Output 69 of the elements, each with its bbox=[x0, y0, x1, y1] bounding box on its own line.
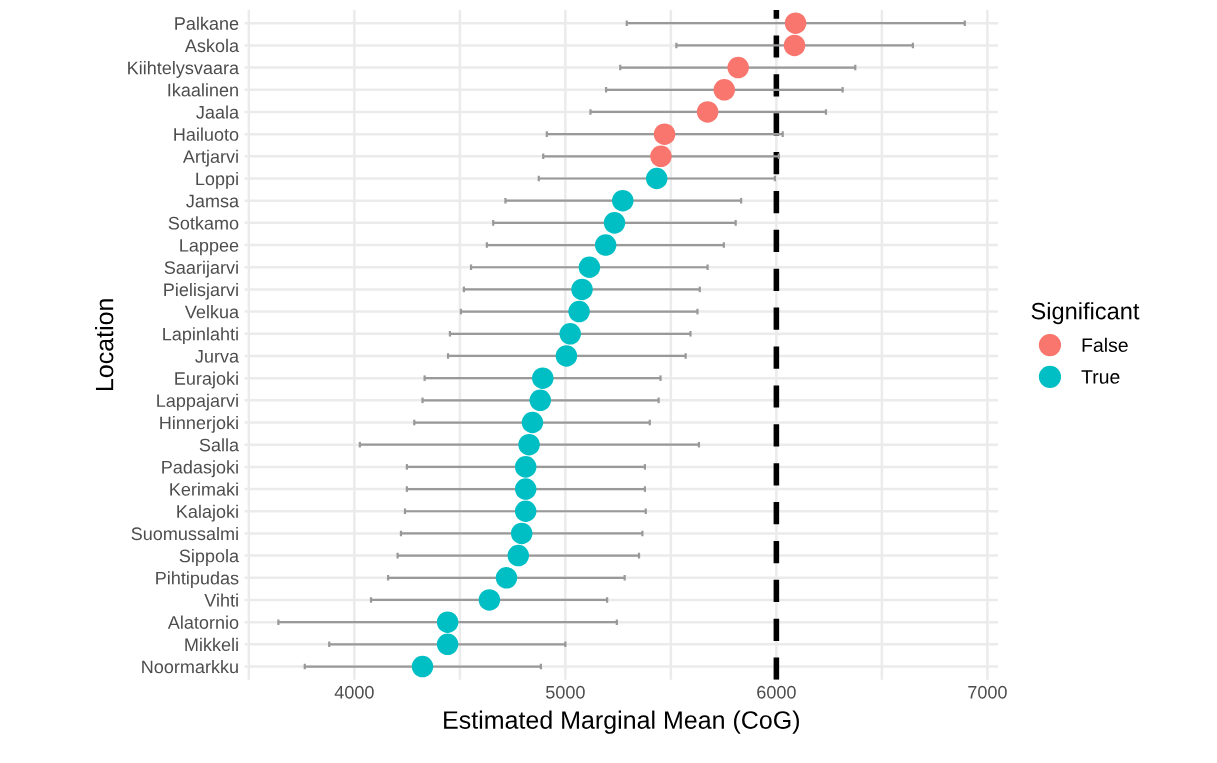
y-tick-label: Lappajarvi bbox=[157, 393, 238, 411]
point bbox=[411, 655, 434, 678]
y-tick-label: Lappee bbox=[180, 239, 239, 256]
point bbox=[507, 544, 530, 567]
point bbox=[532, 367, 554, 389]
y-tick-label: Alatornio bbox=[167, 615, 239, 629]
y-tick-label: Kiihtelysvaara bbox=[128, 61, 240, 78]
point bbox=[713, 79, 736, 101]
point bbox=[478, 589, 501, 611]
y-tick-label: Padasjoki bbox=[162, 460, 238, 478]
point bbox=[783, 34, 806, 57]
legend-label: True bbox=[1081, 370, 1120, 384]
point bbox=[559, 323, 581, 345]
x-tick-label: 4000 bbox=[334, 685, 374, 699]
x-axis-title: Estimated Marginal Mean (CoG) bbox=[444, 710, 799, 734]
y-tick-label: Pihtipudas bbox=[156, 571, 239, 589]
y-tick-label: Jurva bbox=[195, 350, 240, 363]
y-tick-label: Jamsa bbox=[186, 194, 240, 208]
point bbox=[568, 300, 590, 323]
y-tick-label: Noormarkku bbox=[142, 659, 238, 674]
y-tick-label: Suomussalmi bbox=[131, 526, 238, 541]
y-tick-label: Askola bbox=[184, 38, 240, 53]
point bbox=[529, 389, 552, 412]
y-tick-label: Hailuoto bbox=[174, 127, 239, 141]
y-tick-label: Lapinlahti bbox=[163, 327, 238, 345]
point bbox=[436, 611, 459, 633]
point bbox=[436, 633, 459, 656]
point bbox=[696, 101, 719, 123]
y-tick-label: Palkane bbox=[175, 16, 239, 30]
point bbox=[653, 123, 676, 145]
x-tick-label: 5000 bbox=[546, 685, 585, 699]
point bbox=[650, 145, 672, 168]
point bbox=[645, 167, 668, 190]
point bbox=[514, 500, 537, 522]
y-tick-label: Mikkeli bbox=[185, 637, 238, 652]
y-tick-label: Saarijarvi bbox=[164, 260, 238, 278]
point bbox=[514, 478, 537, 500]
y-tick-label: Ikaalinen bbox=[168, 83, 238, 97]
point bbox=[594, 234, 617, 256]
y-tick-label: Kalajoki bbox=[177, 504, 238, 522]
y-axis-title: Location bbox=[95, 299, 114, 391]
y-tick-label: Velkua bbox=[184, 305, 240, 319]
y-tick-label: Hinnerjoki bbox=[160, 415, 238, 433]
point bbox=[514, 456, 537, 478]
point bbox=[612, 189, 634, 212]
point bbox=[518, 433, 540, 456]
point bbox=[555, 345, 578, 367]
point bbox=[521, 411, 544, 434]
point bbox=[727, 56, 749, 79]
point bbox=[603, 212, 626, 234]
x-tick-label: 6000 bbox=[757, 685, 796, 699]
y-tick-label: Kerimaki bbox=[170, 482, 238, 496]
legend-label: False bbox=[1082, 337, 1128, 353]
y-tick-label: Pielisjarvi bbox=[164, 282, 238, 300]
y-tick-label: Loppi bbox=[196, 171, 238, 189]
y-tick-label: Eurajoki bbox=[175, 371, 238, 389]
point bbox=[578, 256, 601, 278]
y-tick-label: Jaala bbox=[196, 105, 240, 119]
y-tick-label: Salla bbox=[199, 438, 240, 452]
y-tick-label: Artjarvi bbox=[182, 149, 238, 167]
y-tick-label: Sippola bbox=[179, 549, 240, 566]
legend-title: Significant bbox=[1031, 302, 1140, 325]
y-tick-label: Sotkamo bbox=[168, 216, 239, 230]
x-tick-label: 7000 bbox=[968, 685, 1007, 699]
point bbox=[495, 567, 518, 589]
y-tick-label: Vihti bbox=[204, 593, 238, 607]
point bbox=[510, 522, 533, 545]
point bbox=[784, 12, 807, 34]
point bbox=[571, 278, 593, 301]
